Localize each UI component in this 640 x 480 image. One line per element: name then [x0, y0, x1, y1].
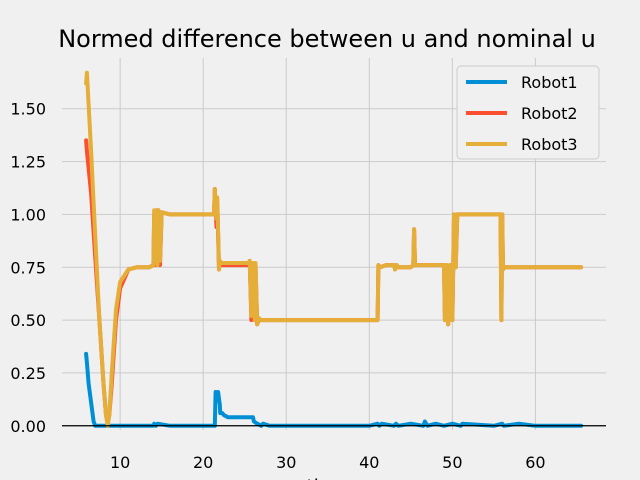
legend-label-robot3: Robot3	[521, 135, 578, 154]
x-tick-label: 40	[359, 453, 379, 472]
y-tick-label: 0.75	[10, 258, 46, 277]
axes: 10 20 30 40 50 60 0.00 0.25 0.50 0.75 1.00 1.25 1.50	[10, 100, 606, 472]
y-tick-label: 0.50	[10, 311, 46, 330]
x-axis-label: time	[307, 476, 348, 480]
legend: Robot1 Robot2 Robot3	[456, 65, 600, 160]
y-tick-label: 1.50	[10, 100, 46, 119]
series-line-robot3	[84, 70, 584, 428]
x-tick-label: 60	[525, 453, 545, 472]
legend-label-robot1: Robot1	[521, 73, 578, 92]
x-tick-label: 30	[276, 453, 296, 472]
y-tick-label: 1.00	[10, 205, 46, 224]
legend-box	[456, 65, 600, 160]
x-tick-label: 10	[110, 453, 130, 472]
x-tick-label: 20	[193, 453, 213, 472]
y-tick-label: 0.25	[10, 364, 46, 383]
legend-label-robot2: Robot2	[521, 104, 578, 123]
y-tick-label: 0.00	[10, 417, 46, 436]
x-tick-label: 50	[442, 453, 462, 472]
y-tick-label: 1.25	[10, 153, 46, 172]
chart-title: Normed difference between u and nominal …	[58, 25, 596, 53]
